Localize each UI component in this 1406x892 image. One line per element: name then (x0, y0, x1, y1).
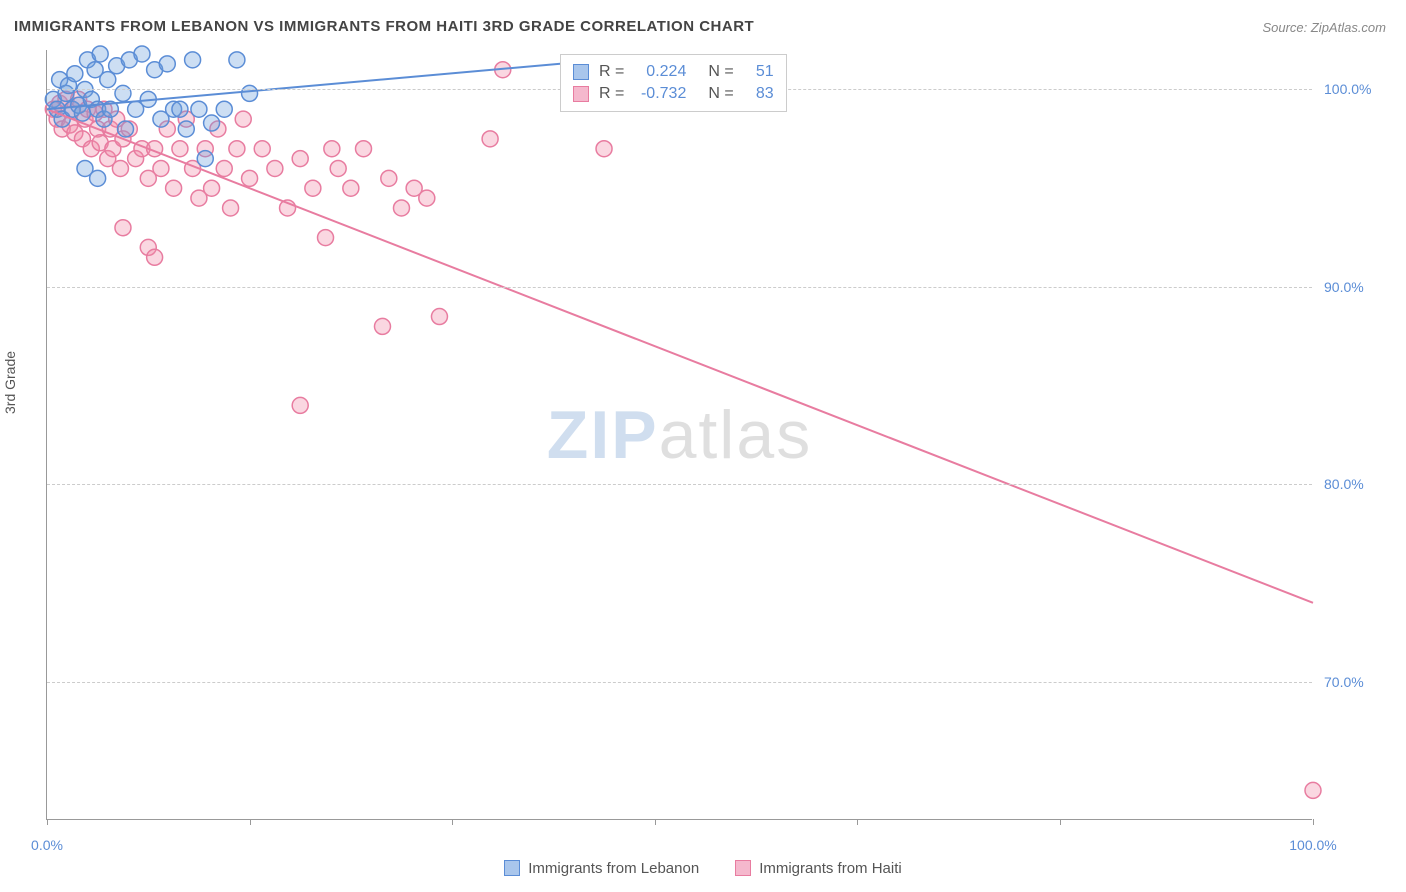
stats-r-label: R = (599, 63, 624, 81)
legend-bottom: Immigrants from Lebanon Immigrants from H… (0, 860, 1406, 881)
legend-label: Immigrants from Lebanon (528, 860, 699, 877)
scatter-point (153, 160, 169, 176)
scatter-point (343, 180, 359, 196)
scatter-point (1305, 782, 1321, 798)
stats-swatch (573, 64, 589, 80)
scatter-point (216, 160, 232, 176)
chart-svg (47, 50, 1312, 819)
scatter-point (117, 121, 133, 137)
scatter-point (159, 56, 175, 72)
stats-n-label: N = (708, 63, 733, 81)
stats-r-value: 0.224 (634, 63, 686, 81)
chart-title: IMMIGRANTS FROM LEBANON VS IMMIGRANTS FR… (14, 18, 754, 35)
scatter-point (267, 160, 283, 176)
scatter-point (172, 101, 188, 117)
scatter-point (67, 66, 83, 82)
scatter-point (330, 160, 346, 176)
scatter-point (235, 111, 251, 127)
source-attribution: Source: ZipAtlas.com (1262, 20, 1386, 35)
scatter-point (292, 397, 308, 413)
scatter-point (191, 101, 207, 117)
scatter-point (324, 141, 340, 157)
scatter-point (197, 151, 213, 167)
scatter-point (374, 318, 390, 334)
legend-swatch (735, 860, 751, 876)
trend-line (47, 109, 1313, 603)
scatter-point (229, 52, 245, 68)
scatter-point (147, 249, 163, 265)
scatter-point (112, 160, 128, 176)
scatter-point (92, 46, 108, 62)
legend-item: Immigrants from Haiti (735, 860, 902, 877)
scatter-point (204, 115, 220, 131)
scatter-point (393, 200, 409, 216)
gridline-h (47, 484, 1312, 485)
gridline-h (47, 287, 1312, 288)
source-label: Source: (1262, 20, 1310, 35)
stats-swatch (573, 86, 589, 102)
scatter-point (356, 141, 372, 157)
legend-item: Immigrants from Lebanon (504, 860, 699, 877)
scatter-point (178, 121, 194, 137)
scatter-point (216, 101, 232, 117)
x-tick (250, 819, 251, 825)
plot-area: ZIPatlas 70.0%80.0%90.0%100.0%0.0%100.0% (46, 50, 1312, 820)
x-tick-label: 100.0% (1289, 837, 1336, 853)
x-tick (452, 819, 453, 825)
scatter-point (419, 190, 435, 206)
stats-r-value: -0.732 (634, 85, 686, 103)
stats-n-value: 51 (744, 63, 774, 81)
y-tick-label: 80.0% (1324, 476, 1384, 492)
x-tick (857, 819, 858, 825)
scatter-point (482, 131, 498, 147)
scatter-point (134, 46, 150, 62)
scatter-point (115, 220, 131, 236)
scatter-point (100, 72, 116, 88)
stats-n-label: N = (708, 85, 733, 103)
scatter-point (596, 141, 612, 157)
scatter-point (242, 85, 258, 101)
scatter-point (305, 180, 321, 196)
gridline-h (47, 682, 1312, 683)
y-tick-label: 90.0% (1324, 279, 1384, 295)
scatter-point (90, 170, 106, 186)
scatter-point (431, 309, 447, 325)
scatter-point (242, 170, 258, 186)
y-tick-label: 100.0% (1324, 81, 1384, 97)
legend-swatch (504, 860, 520, 876)
scatter-point (381, 170, 397, 186)
stats-row: R = -0.732 N = 83 (573, 83, 774, 105)
x-tick (1313, 819, 1314, 825)
x-tick (655, 819, 656, 825)
stats-r-label: R = (599, 85, 624, 103)
x-tick (47, 819, 48, 825)
x-tick-label: 0.0% (31, 837, 63, 853)
stats-n-value: 83 (744, 85, 774, 103)
legend-label: Immigrants from Haiti (759, 860, 902, 877)
scatter-point (292, 151, 308, 167)
stats-row: R = 0.224 N = 51 (573, 61, 774, 83)
scatter-point (115, 85, 131, 101)
scatter-point (185, 52, 201, 68)
y-axis-label: 3rd Grade (2, 351, 18, 414)
correlation-stats-box: R = 0.224 N = 51 R = -0.732 N = 83 (560, 54, 787, 112)
scatter-point (204, 180, 220, 196)
y-tick-label: 70.0% (1324, 674, 1384, 690)
scatter-point (318, 230, 334, 246)
source-site: ZipAtlas.com (1311, 20, 1386, 35)
scatter-point (172, 141, 188, 157)
scatter-point (229, 141, 245, 157)
scatter-point (166, 180, 182, 196)
scatter-point (254, 141, 270, 157)
scatter-point (223, 200, 239, 216)
x-tick (1060, 819, 1061, 825)
